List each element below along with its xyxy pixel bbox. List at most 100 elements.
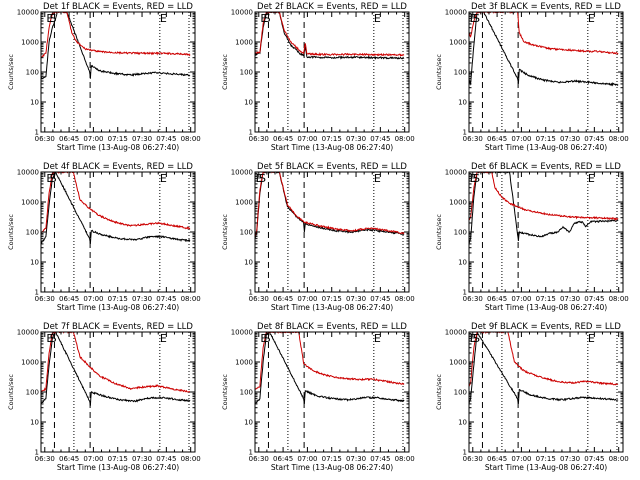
y-tick-label: 10 [458, 99, 467, 107]
event-marker-label: E [160, 172, 167, 185]
y-axis-label: Counts/sec [435, 374, 443, 410]
y-tick-label: 10 [458, 259, 467, 267]
y-tick-label: 10 [30, 419, 39, 427]
x-tick-label: 07:00 [83, 135, 103, 143]
event-marker-label: E [374, 172, 381, 185]
y-tick-label: 1 [249, 449, 253, 457]
x-axis-label: Start Time (13-Aug-08 06:27:40) [271, 143, 393, 152]
x-tick-label: 06:30 [35, 135, 55, 143]
y-tick-label: 1 [463, 289, 467, 297]
x-tick-label: 07:15 [322, 455, 342, 463]
event-marker-label: S [473, 12, 480, 25]
y-tick-label: 10 [244, 99, 253, 107]
event-marker-label: E [46, 332, 53, 345]
y-tick-label: 1 [35, 449, 39, 457]
chart-panel: Det 2f BLACK = Events, RED = LLD 1 10 100 10… [221, 2, 415, 152]
x-tick-label: 06:30 [249, 295, 269, 303]
chart-title: Det 9f BLACK = Events, RED = LLD [471, 322, 621, 332]
chart-panel: Det 9f BLACK = Events, RED = LLD 1 10 100 10… [435, 322, 629, 472]
chart-title: Det 5f BLACK = Events, RED = LLD [257, 162, 407, 172]
plot-frame [254, 331, 410, 453]
series-line-red [255, 12, 405, 57]
series-line-black [41, 172, 191, 245]
y-tick-label: 100 [240, 389, 253, 397]
y-tick-label: 1000 [235, 199, 253, 207]
event-marker-label: S [50, 172, 57, 185]
plot-curves [41, 172, 191, 245]
y-tick-label: 10000 [231, 329, 253, 337]
x-tick-label: 07:45 [156, 295, 176, 303]
plot-curves [469, 332, 619, 405]
y-tick-label: 100 [454, 69, 467, 77]
event-marker-label: E [470, 172, 477, 185]
x-tick-label: 07:45 [584, 455, 604, 463]
plot-curves [469, 12, 619, 87]
x-axis-label: Start Time (13-Aug-08 06:27:40) [271, 463, 393, 472]
x-tick-label: 07:45 [156, 135, 176, 143]
x-tick-label: 06:30 [249, 455, 269, 463]
x-tick-label: 07:45 [156, 455, 176, 463]
x-tick-label: 06:45 [487, 295, 507, 303]
x-tick-label: 06:30 [463, 295, 483, 303]
x-tick-label: 07:30 [132, 455, 152, 463]
y-tick-label: 1 [463, 449, 467, 457]
x-tick-label: 07:30 [560, 135, 580, 143]
plot-curves [41, 332, 191, 406]
plot-frame [40, 11, 196, 133]
x-tick-label: 06:30 [463, 455, 483, 463]
chart-panel: Det 5f BLACK = Events, RED = LLD 1 10 100 10… [221, 162, 415, 312]
x-tick-label: 06:45 [487, 455, 507, 463]
x-tick-label: 07:45 [584, 135, 604, 143]
y-tick-label: 1 [249, 289, 253, 297]
y-tick-label: 100 [454, 229, 467, 237]
chart-panel: Det 7f BLACK = Events, RED = LLD 1 10 100 10… [7, 322, 201, 472]
x-tick-label: 08:00 [609, 135, 629, 143]
series-line-black [41, 332, 191, 406]
plot-curves [469, 172, 619, 245]
x-tick-label: 07:00 [511, 135, 531, 143]
x-tick-label: 07:30 [346, 455, 366, 463]
x-tick-label: 07:15 [108, 455, 128, 463]
event-marker-label: E [160, 12, 167, 25]
x-tick-label: 08:00 [609, 295, 629, 303]
plot-curves [255, 172, 405, 239]
plot-curves [255, 332, 405, 405]
y-tick-label: 100 [240, 69, 253, 77]
chart-title: Det 2f BLACK = Events, RED = LLD [257, 2, 407, 12]
chart-title: Det 3f BLACK = Events, RED = LLD [471, 2, 621, 12]
y-tick-label: 1000 [235, 39, 253, 47]
y-tick-label: 1 [463, 129, 467, 137]
x-tick-label: 08:00 [181, 295, 201, 303]
x-tick-label: 07:15 [108, 135, 128, 143]
chart-panel: Det 8f BLACK = Events, RED = LLD 1 10 100 10… [221, 322, 415, 472]
x-axis-label: Start Time (13-Aug-08 06:27:40) [485, 463, 607, 472]
event-marker-label: E [470, 332, 477, 345]
event-marker-label: E [588, 12, 595, 25]
x-tick-label: 07:45 [584, 295, 604, 303]
y-tick-label: 10000 [17, 9, 39, 17]
x-tick-label: 07:00 [297, 455, 317, 463]
y-tick-label: 10000 [17, 169, 39, 177]
y-tick-label: 10 [244, 259, 253, 267]
x-tick-label: 07:00 [511, 295, 531, 303]
x-tick-label: 06:30 [463, 135, 483, 143]
y-tick-label: 1 [35, 289, 39, 297]
x-tick-label: 06:45 [487, 135, 507, 143]
x-tick-label: 07:00 [297, 135, 317, 143]
series-line-black [469, 332, 619, 405]
chart-panel: Det 6f BLACK = Events, RED = LLD 1 10 100 10… [435, 162, 629, 312]
event-marker-label: E [256, 172, 263, 185]
x-tick-label: 07:15 [108, 295, 128, 303]
series-line-black [255, 172, 405, 239]
event-marker-label: S [50, 332, 57, 345]
y-axis-label: Counts/sec [221, 214, 229, 250]
x-tick-label: 07:30 [560, 295, 580, 303]
event-marker-label: E [160, 332, 167, 345]
plot-curves [41, 12, 191, 80]
event-marker-label: E [374, 12, 381, 25]
event-marker-label: S [473, 172, 480, 185]
x-tick-label: 06:30 [35, 455, 55, 463]
y-tick-label: 10000 [445, 169, 467, 177]
x-tick-label: 08:00 [395, 295, 415, 303]
